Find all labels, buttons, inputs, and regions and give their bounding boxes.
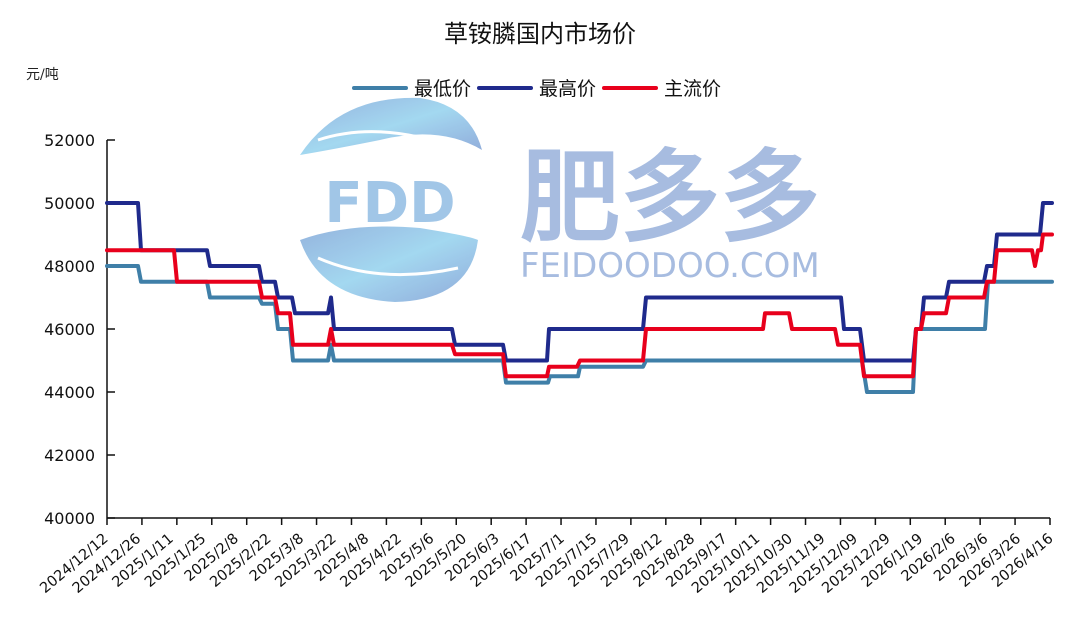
legend-swatch-min [352, 85, 408, 90]
y-tick-label: 40000 [44, 509, 95, 528]
legend-label-main: 主流价 [664, 78, 722, 100]
series-lines [105, 201, 1054, 394]
y-tick-label: 42000 [44, 446, 95, 465]
y-tick-label: 46000 [44, 320, 95, 339]
legend-swatch-max [477, 85, 534, 90]
y-axis: 40000 42000 44000 46000 48000 50000 52000 [44, 131, 115, 528]
watermark-brand-en: FEIDOODOO.COM [520, 246, 820, 286]
watermark-brand-cn: 肥多多 [520, 139, 820, 256]
chart-legend: 最低价 最高价 主流价 [352, 74, 727, 101]
chart-title: 草铵膦国内市场价 [444, 20, 636, 48]
watermark-logo-icon: FDD [300, 97, 482, 302]
x-axis: 2024/12/122024/12/262025/1/112025/1/2520… [37, 517, 1057, 597]
y-tick-label: 52000 [44, 131, 95, 150]
legend-swatch-main [602, 85, 659, 90]
legend-label-min: 最低价 [414, 78, 472, 100]
y-tick-label: 48000 [44, 257, 95, 276]
y-axis-unit-label: 元/吨 [26, 67, 59, 83]
y-tick-label: 44000 [44, 383, 95, 402]
y-tick-label: 50000 [44, 194, 95, 213]
legend-item-main: 主流价 [602, 74, 721, 101]
legend-label-max: 最高价 [539, 78, 597, 100]
series-line [105, 201, 1054, 363]
series-line [105, 232, 1054, 379]
watermark-logo-text: FDD [324, 171, 455, 236]
watermark: FDD 肥多多 FEIDOODOO.COM [300, 97, 820, 302]
legend-item-max: 最高价 [477, 74, 596, 101]
legend-item-min: 最低价 [352, 74, 471, 101]
